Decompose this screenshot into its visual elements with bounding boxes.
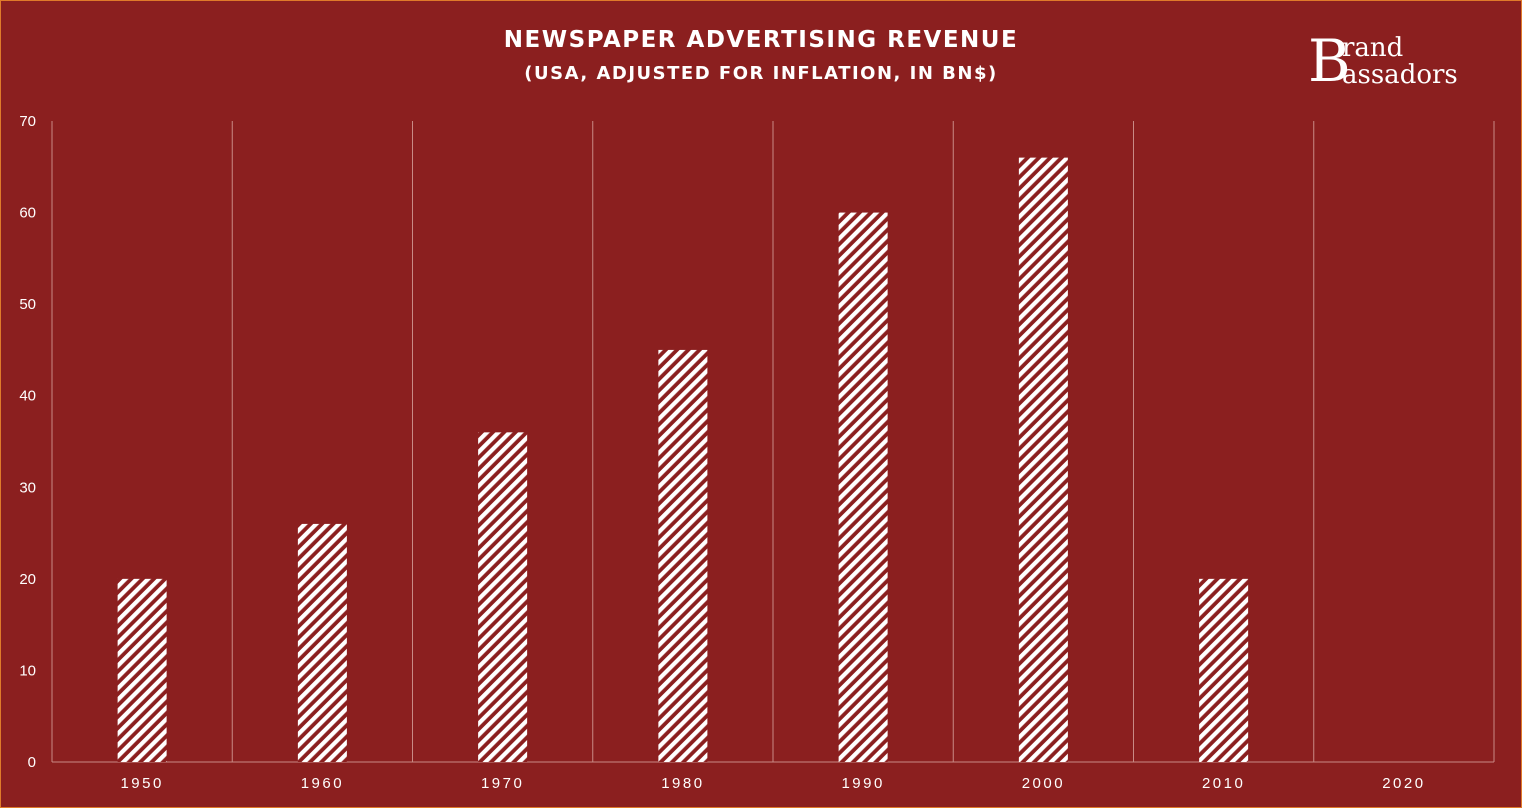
y-axis-tick-labels: 0 10 20 30 40 50 60 70	[19, 113, 36, 771]
y-tick-label: 20	[19, 571, 36, 588]
y-tick-label: 50	[19, 296, 36, 313]
x-axis-category-labels: 1950 1960 1970 1980 1990 2000 2010 2020	[120, 775, 1425, 792]
logo-line-1: rand	[1342, 33, 1404, 63]
x-category-label: 1980	[661, 775, 704, 792]
x-category-label: 2000	[1022, 775, 1065, 792]
x-category-label: 2020	[1382, 775, 1425, 792]
bar-1990	[838, 212, 888, 763]
chart-subtitle: (USA, ADJUSTED FOR INFLATION, IN BN$)	[524, 63, 998, 84]
x-category-label: 1960	[301, 775, 344, 792]
y-tick-label: 60	[19, 205, 36, 222]
gridlines	[51, 121, 1495, 763]
y-tick-label: 10	[19, 662, 36, 679]
y-tick-label: 70	[19, 113, 36, 130]
bar-1970	[478, 432, 528, 762]
y-tick-label: 0	[28, 754, 36, 771]
bar-2010	[1199, 578, 1249, 762]
bar-1960	[297, 523, 347, 762]
y-tick-label: 30	[19, 479, 36, 496]
x-category-label: 1970	[481, 775, 524, 792]
x-category-label: 2010	[1202, 775, 1245, 792]
logo-initial: B	[1308, 27, 1351, 95]
x-category-label: 1990	[841, 775, 884, 792]
bar-2000	[1018, 157, 1068, 763]
bars	[117, 157, 1249, 763]
bar-1950	[117, 578, 167, 762]
chart-title: NEWSPAPER ADVERTISING REVENUE	[503, 27, 1019, 53]
brandassadors-logo: B rand assadors	[1308, 30, 1498, 100]
bar-1980	[658, 349, 708, 762]
y-tick-label: 40	[19, 388, 36, 405]
x-category-label: 1950	[120, 775, 163, 792]
logo-line-2: assadors	[1342, 60, 1458, 90]
